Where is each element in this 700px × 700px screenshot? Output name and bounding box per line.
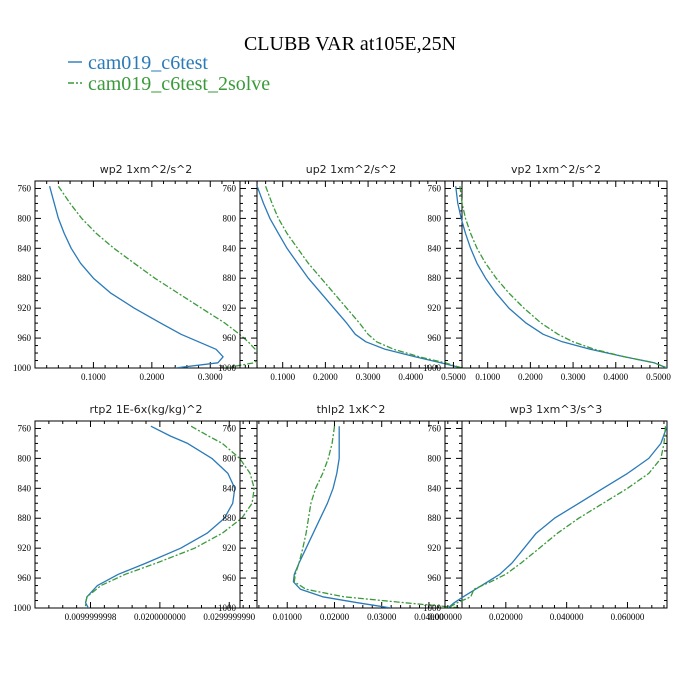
series-line-1 [455,186,667,368]
y-tick-label: 840 [428,483,442,493]
x-tick-label: 0.0099999998 [65,612,117,622]
y-tick-label: 840 [18,483,32,493]
series-line-2 [84,425,255,608]
series-line-2 [57,185,257,368]
series-line-2 [293,426,462,608]
x-tick-label: 0.1000 [475,372,500,382]
series-line-1 [292,426,392,608]
y-tick-label: 920 [428,303,442,313]
y-tick-label: 800 [18,213,32,223]
x-tick-label: 0.040000 [550,612,584,622]
y-tick-label: 840 [223,243,237,253]
series-line-2 [447,426,667,608]
y-tick-label: 760 [18,183,32,193]
x-tick-label: 0.0200000000 [134,612,186,622]
y-tick-label: 1000 [13,603,32,613]
x-tick-label: 0.1000 [81,372,106,382]
y-tick-label: 920 [223,543,237,553]
y-tick-label: 760 [428,423,442,433]
series-line-1 [84,425,236,608]
figure-title: CLUBB VAR at105E,25N [244,33,456,55]
panel-1: wp2 1xm^2/s^2 760 800 840 880 920 960 1000 0.100… [13,163,258,382]
y-tick-label: 800 [223,453,237,463]
panel-2: up2 1xm^2/s^2 760 800 840 880 920 960 1000 0.100… [218,163,466,382]
y-tick-label: 1000 [13,363,32,373]
x-tick-label: 0.5000 [441,372,466,382]
y-tick-label: 840 [428,243,442,253]
series-line-2 [264,185,462,368]
y-tick-label: 760 [18,423,32,433]
x-tick-label: 0.4000 [398,372,423,382]
panel-frame [34,180,258,369]
y-tick-label: 960 [223,333,237,343]
panel-6: wp3 1xm^3/s^3 760 800 840 880 920 960 10000.000… [423,403,668,622]
y-tick-label: 960 [428,573,442,583]
y-tick-label: 960 [223,573,237,583]
x-tick-label: 0.0299999990 [203,612,255,622]
legend: cam019_c6test cam019_c6test_2solve [68,52,270,95]
y-tick-label: 1000 [218,363,237,373]
y-tick-label: 960 [18,333,32,343]
x-tick-label: 0.020000 [489,612,523,622]
x-tick-label: 0.3000 [356,372,381,382]
panel-5: thlp2 1xK^2 760 800 840 880 920 960 1000 0.01000… [218,403,463,622]
panel-title: wp2 1xm^2/s^2 [100,163,193,176]
series-line-1 [447,425,667,608]
x-tick-label: 0.060000 [611,612,645,622]
y-tick-label: 880 [18,273,32,283]
y-tick-label: 840 [18,243,32,253]
legend-label-2: cam019_c6test_2solve [88,73,270,95]
y-tick-label: 920 [223,303,237,313]
series-line-1 [48,186,224,368]
panel-title: vp2 1xm^2/s^2 [511,163,601,176]
x-tick-label: 0.3000 [198,372,223,382]
y-tick-label: 880 [428,513,442,523]
x-tick-label: 0.2000 [518,372,543,382]
y-tick-label: 760 [223,183,237,193]
legend-label-1: cam019_c6test [88,52,208,74]
y-tick-label: 760 [223,423,237,433]
x-tick-label: 0.1000 [270,372,295,382]
series-line-2 [459,186,667,368]
x-tick-label: 0.02000 [320,612,350,622]
y-tick-label: 800 [18,453,32,463]
panel-title: wp3 1xm^3/s^3 [510,403,603,416]
y-tick-label: 880 [223,273,237,283]
x-tick-label: 0.01000 [273,612,303,622]
y-tick-label: 800 [428,453,442,463]
x-tick-label: 0.2000 [313,372,338,382]
panel-3: vp2 1xm^2/s^2 760 800 840 880 920 960 1000 0.100… [423,163,671,382]
y-tick-label: 800 [428,213,442,223]
y-tick-label: 1000 [423,363,442,373]
panel-4: rtp2 1E-6x(kg/kg)^2 760 800 840 880 920 960 100… [13,403,258,622]
panels: wp2 1xm^2/s^2 760 800 840 880 920 960 1000 0.100… [13,163,671,622]
y-tick-label: 760 [428,183,442,193]
y-tick-label: 880 [428,273,442,283]
y-tick-label: 880 [223,513,237,523]
y-tick-label: 800 [223,213,237,223]
series-line-1 [256,185,462,368]
x-tick-label: 0.03000 [367,612,397,622]
y-tick-label: 1000 [423,603,442,613]
x-tick-label: 0.3000 [561,372,586,382]
y-tick-label: 880 [18,513,32,523]
y-tick-label: 840 [223,483,237,493]
panel-title: rtp2 1E-6x(kg/kg)^2 [90,403,203,416]
x-tick-label: 0.5000 [646,372,671,382]
y-tick-label: 1000 [218,603,237,613]
y-tick-label: 920 [428,543,442,553]
x-tick-label: 0.2000 [139,372,164,382]
y-tick-label: 960 [428,333,442,343]
x-tick-label: 0.000000 [428,612,462,622]
x-tick-label: 0.4000 [603,372,628,382]
panel-frame [444,420,668,609]
panel-title: up2 1xm^2/s^2 [306,163,397,176]
panel-frame [239,420,463,609]
y-tick-label: 960 [18,573,32,583]
x-tick-label: 0.04000 [414,612,444,622]
y-tick-label: 920 [18,543,32,553]
panel-title: thlp2 1xK^2 [317,403,386,416]
y-tick-label: 920 [18,303,32,313]
